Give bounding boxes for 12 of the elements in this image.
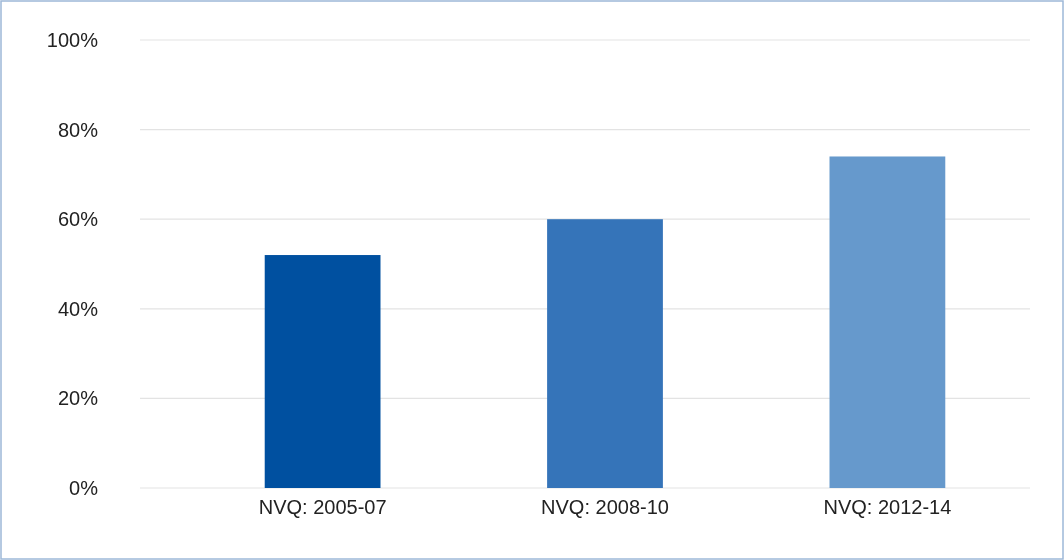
bar <box>829 156 946 488</box>
x-tick-label: NVQ: 2012-14 <box>823 496 952 519</box>
bar <box>547 219 663 488</box>
y-tick-label: 40% <box>57 297 99 320</box>
y-tick-label: 100% <box>46 28 99 51</box>
y-tick-label: 20% <box>57 387 99 410</box>
y-tick-label: 60% <box>57 208 99 231</box>
x-tick-label: NVQ: 2005-07 <box>258 496 387 519</box>
bar <box>264 255 381 488</box>
x-tick-label: NVQ: 2008-10 <box>541 496 669 519</box>
y-tick-label: 80% <box>57 118 99 141</box>
y-tick-label: 0% <box>69 476 99 499</box>
